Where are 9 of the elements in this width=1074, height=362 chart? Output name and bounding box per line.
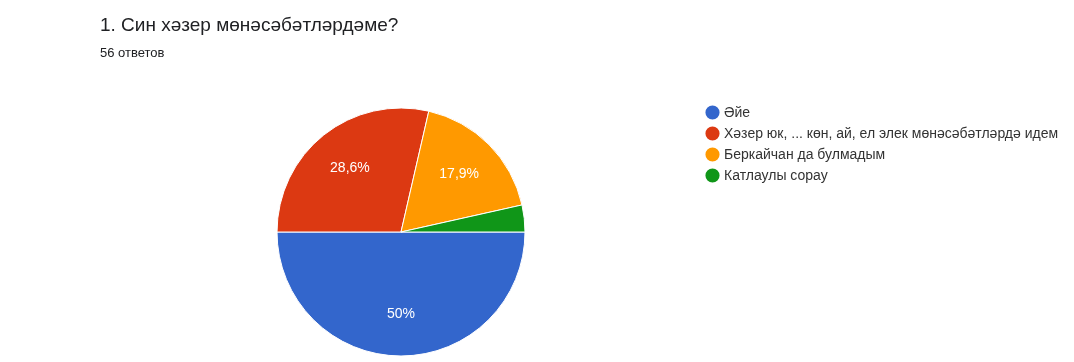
data-label: 50% xyxy=(386,305,416,321)
legend-label: Хәзер юк, ... көн, ай, ел элек мөнәсәбәтләрдә идем xyxy=(724,124,1059,141)
chart-title: 1. Син хәзер мөнәсәбәтләрдәме? xyxy=(100,14,399,35)
legend-label: Әйе xyxy=(724,103,751,120)
data-label: 28,6% xyxy=(330,158,370,175)
legend-label: Беркайчан да булмадым xyxy=(724,145,886,162)
text: 56 ответов xyxy=(100,45,165,60)
data-label: 17,9% xyxy=(439,165,480,182)
legend-label: Катлаулы сорау xyxy=(724,166,828,183)
